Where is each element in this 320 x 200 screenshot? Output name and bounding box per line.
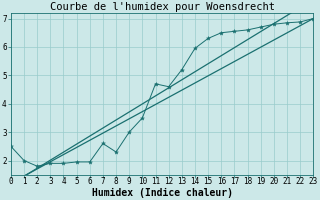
X-axis label: Humidex (Indice chaleur): Humidex (Indice chaleur)	[92, 188, 233, 198]
Title: Courbe de l'humidex pour Woensdrecht: Courbe de l'humidex pour Woensdrecht	[50, 2, 275, 12]
